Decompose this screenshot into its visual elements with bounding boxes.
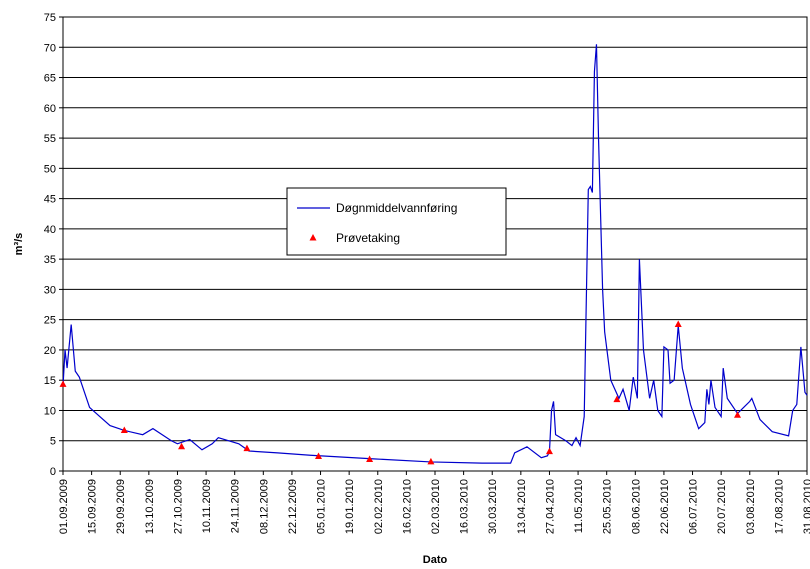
y-tick-label: 65 [44,73,56,85]
x-axis-title: Dato [423,554,448,566]
x-tick-label: 16.02.2010 [401,479,413,534]
x-tick-label: 24.11.2009 [230,479,242,533]
x-tick-label: 29.09.2009 [115,479,127,534]
y-tick-label: 60 [44,103,56,115]
x-tick-label: 13.10.2009 [144,479,156,534]
sample-marker [545,447,553,455]
y-tick-label: 0 [50,466,56,478]
sample-marker [314,452,322,459]
x-tick-label: 02.03.2010 [430,479,442,534]
legend: Døgnmiddelvannføring Prøvetaking [286,187,507,256]
x-tick-label: 02.02.2010 [373,479,385,534]
x-tick-label: 19.01.2010 [344,479,356,534]
x-tick-label: 16.03.2010 [459,479,471,534]
x-tick-label: 08.06.2010 [630,479,642,534]
x-tick-label: 20.07.2010 [716,479,728,534]
x-tick-label: 22.12.2009 [287,479,299,534]
sample-marker [734,411,742,418]
y-tick-label: 50 [44,163,56,175]
y-axis-title: m³/s [13,233,25,256]
x-tick-label: 27.10.2009 [172,479,184,534]
sample-marker [120,426,128,433]
x-tick-label: 25.05.2010 [602,479,614,534]
x-tick-label: 08.12.2009 [258,479,270,534]
y-tick-label: 45 [44,194,56,206]
x-tick-label: 15.09.2009 [87,479,99,534]
x-tick-label: 01.09.2009 [58,479,70,534]
x-tick-label: 06.07.2010 [688,479,700,534]
sample-marker [243,444,251,452]
y-tick-label: 5 [50,436,56,448]
x-tick-label: 13.04.2010 [516,479,528,534]
legend-swatch [309,234,317,241]
y-tick-label: 75 [44,12,56,24]
sample-marker [427,457,435,465]
y-tick-label: 35 [44,254,56,266]
y-tick-label: 30 [44,284,56,296]
x-tick-label: 17.08.2010 [773,479,785,534]
y-tick-label: 55 [44,133,56,145]
sample-marker [674,320,682,328]
sample-marker [59,380,67,387]
data-line [62,44,808,464]
sample-marker [366,455,374,462]
legend-label: Døgnmiddelvannføring [336,201,457,215]
x-tick-label: 10.11.2009 [201,479,213,533]
y-tick-label: 25 [44,315,56,327]
x-tick-label: 03.08.2010 [745,479,757,534]
sample-marker [613,395,621,403]
legend-box [286,187,507,256]
x-tick-label: 11.05.2010 [573,479,585,533]
x-tick-label: 30.03.2010 [487,479,499,534]
y-tick-label: 10 [44,405,56,417]
x-tick-label: 31.08.2010 [802,479,810,534]
x-tick-label: 05.01.2010 [316,479,328,534]
sample-marker [178,442,186,450]
y-tick-label: 15 [44,375,56,387]
y-tick-label: 40 [44,224,56,236]
y-tick-label: 20 [44,345,56,357]
x-tick-label: 27.04.2010 [544,479,556,534]
legend-label: Prøvetaking [336,231,400,245]
x-tick-label: 22.06.2010 [659,479,671,534]
y-tick-label: 70 [44,42,56,54]
